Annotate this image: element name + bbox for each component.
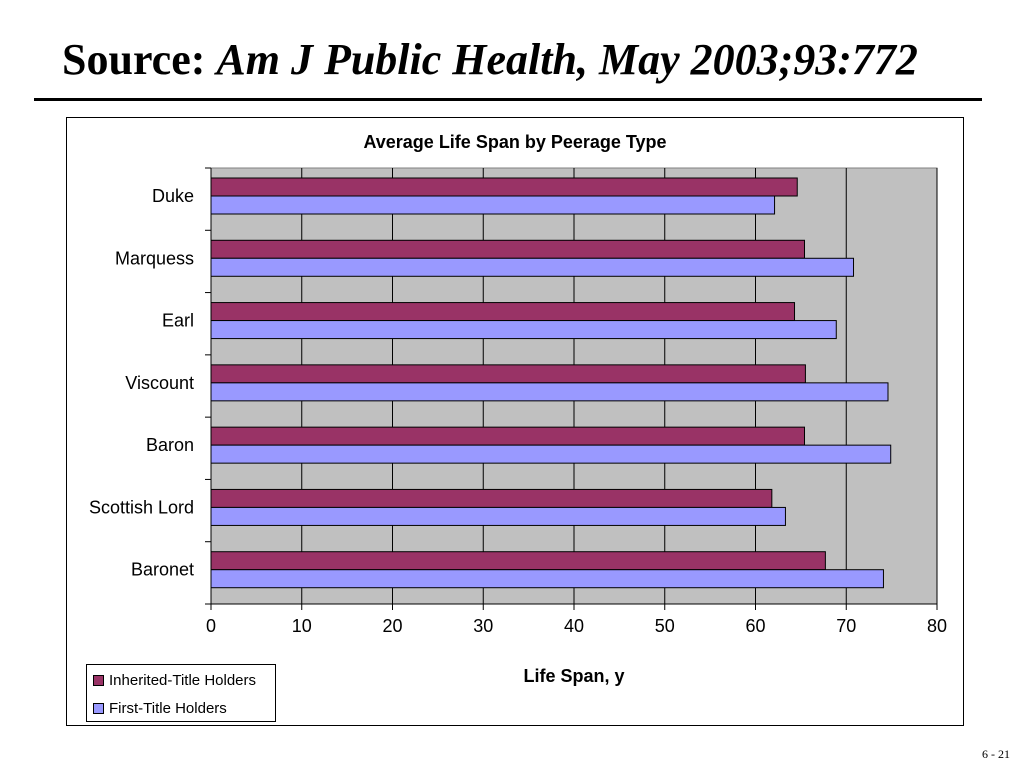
x-axis-label: Life Span, y — [523, 666, 624, 686]
x-tick-label: 50 — [655, 616, 675, 636]
legend-label-first: First-Title Holders — [109, 699, 227, 717]
legend-swatch-first — [93, 702, 104, 714]
category-label: Scottish Lord — [89, 497, 194, 517]
title-divider — [34, 98, 982, 101]
chart-title: Average Life Span by Peerage Type — [363, 132, 666, 152]
bar-first-earl — [210, 320, 837, 340]
bar-inherited-marquess — [210, 239, 806, 259]
category-label: Viscount — [125, 373, 194, 393]
category-label: Marquess — [115, 248, 194, 268]
legend-swatch-inherited — [93, 674, 104, 686]
legend-item-inherited: Inherited-Title Holders — [93, 671, 256, 689]
category-label: Baronet — [131, 560, 194, 580]
legend-item-first: First-Title Holders — [93, 699, 227, 717]
category-label: Baron — [146, 435, 194, 455]
bar-chart: Average Life Span by Peerage Type 0 10 20 30… — [89, 132, 947, 686]
title-citation: Am J Public Health, May 2003;93:772 — [216, 35, 918, 84]
x-tick-label: 0 — [206, 616, 216, 636]
x-tick-label: 20 — [382, 616, 402, 636]
bar-first-duke — [210, 195, 776, 215]
bar-inherited-viscount — [210, 364, 806, 384]
slide-title: Source: Am J Public Health, May 2003;93:… — [62, 38, 918, 82]
chart-legend: Inherited-Title Holders First-Title Hold… — [86, 664, 276, 722]
x-tick-label: 10 — [292, 616, 312, 636]
category-label: Duke — [152, 186, 194, 206]
bar-first-baron — [210, 444, 892, 464]
bar-first-baronet — [210, 569, 884, 589]
bar-inherited-scottish-lord — [210, 488, 773, 508]
bar-first-viscount — [210, 382, 889, 402]
x-tick-label: 60 — [745, 616, 765, 636]
bar-inherited-baronet — [210, 551, 826, 571]
x-tick-label: 70 — [836, 616, 856, 636]
bar-first-marquess — [210, 257, 855, 277]
bar-first-scottish-lord — [210, 506, 786, 526]
title-prefix: Source: — [62, 35, 206, 84]
x-tick-label: 40 — [564, 616, 584, 636]
bar-inherited-earl — [210, 302, 796, 322]
bar-inherited-baron — [210, 426, 806, 446]
bar-inherited-duke — [210, 177, 798, 197]
category-label: Earl — [162, 311, 194, 331]
x-tick-label: 30 — [473, 616, 493, 636]
slide-number: 6 - 21 — [982, 747, 1010, 761]
x-tick-label: 80 — [927, 616, 947, 636]
chart-frame: Average Life Span by Peerage Type 0 10 20 30… — [66, 117, 964, 726]
legend-label-inherited: Inherited-Title Holders — [109, 671, 257, 689]
